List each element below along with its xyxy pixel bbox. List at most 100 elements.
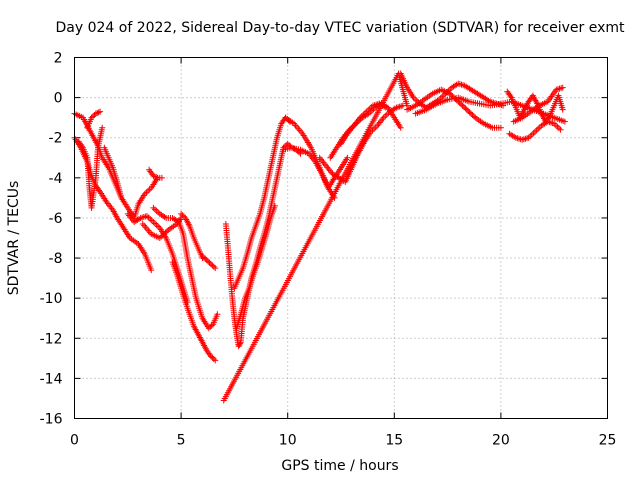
data-point <box>397 124 404 131</box>
data-point <box>89 113 96 120</box>
y-tick-label: -4 <box>49 171 63 187</box>
data-point <box>555 125 562 132</box>
data-point <box>203 257 210 264</box>
data-point <box>208 322 215 329</box>
x-tick-label: 15 <box>385 433 403 449</box>
data-point <box>559 84 566 91</box>
data-point <box>207 261 214 268</box>
series-track-n <box>231 114 293 292</box>
x-tick-label: 5 <box>177 433 186 449</box>
data-point <box>530 130 537 137</box>
y-axis-label: SDTVAR / TECUs <box>6 181 22 296</box>
data-point <box>456 81 463 88</box>
series-track-h <box>150 204 221 332</box>
series-track-c <box>75 124 106 211</box>
data-point <box>210 263 217 270</box>
series-track-d <box>84 108 104 131</box>
data-point <box>205 258 212 265</box>
data-point <box>159 232 166 239</box>
data-point <box>559 106 566 113</box>
plot-frame <box>74 57 608 419</box>
y-tick-label: -6 <box>49 211 63 227</box>
data-point <box>459 102 466 109</box>
data-point <box>458 101 465 108</box>
data-point <box>199 253 206 260</box>
series-track-g <box>146 166 165 181</box>
data-point <box>535 125 542 132</box>
data-point <box>398 103 405 110</box>
x-tick-label: 25 <box>599 433 617 449</box>
y-tick-label: 2 <box>54 51 63 67</box>
data-point <box>143 212 150 219</box>
data-point <box>235 343 242 350</box>
data-point <box>237 340 244 347</box>
data-point <box>284 140 291 147</box>
data-point <box>448 91 455 98</box>
data-point <box>519 136 526 143</box>
series-track-o <box>233 202 278 332</box>
y-tick-label: -2 <box>49 131 63 147</box>
data-point <box>236 341 243 348</box>
x-tick-label: 0 <box>70 433 79 449</box>
data-point <box>209 262 216 269</box>
data-point <box>210 356 217 363</box>
data-point <box>460 103 467 110</box>
data-point <box>207 323 214 330</box>
x-tick-label: 20 <box>492 433 510 449</box>
data-point <box>95 109 102 116</box>
data-point <box>146 186 153 193</box>
data-point <box>200 254 207 261</box>
data-point <box>561 118 568 125</box>
y-tick-label: -16 <box>40 412 63 428</box>
series-track-y <box>506 118 564 143</box>
data-point <box>404 102 411 109</box>
data-point <box>296 149 303 156</box>
series-track-x <box>504 88 566 125</box>
data-point <box>207 353 214 360</box>
data-point <box>551 120 558 127</box>
y-tick-label: -12 <box>40 331 63 347</box>
series-outliers <box>220 70 411 404</box>
data-point <box>497 124 504 131</box>
data-point <box>468 110 475 117</box>
x-tick-label: 10 <box>279 433 297 449</box>
data-point <box>206 259 213 266</box>
data-point <box>92 110 99 117</box>
data-point <box>465 107 472 114</box>
data-point <box>286 142 293 149</box>
data-point <box>161 230 168 237</box>
data-point <box>143 189 150 196</box>
series-track-e <box>101 144 161 221</box>
data-point <box>212 357 219 364</box>
axis-ticks: 0 5 10 15 20 25 -16 -14 -12 -10 -8 -6 -4 -2 0 2 <box>40 51 617 449</box>
data-point <box>214 311 221 318</box>
data-point <box>156 235 163 241</box>
data-point <box>558 85 565 92</box>
data-point <box>271 202 278 209</box>
data-point <box>150 172 157 179</box>
data-point <box>179 212 186 219</box>
data-point <box>466 109 473 116</box>
data-point <box>151 206 158 213</box>
data-point <box>151 173 158 180</box>
data-point <box>99 124 106 131</box>
data-point <box>151 220 158 227</box>
data-point <box>372 124 379 131</box>
data-point <box>150 204 157 211</box>
data-point <box>446 90 453 97</box>
series-track-i <box>139 214 185 241</box>
data-point <box>158 233 165 240</box>
data-point <box>412 96 419 103</box>
data-point <box>202 255 209 262</box>
data-point <box>145 187 152 194</box>
data-point <box>556 85 563 92</box>
data-point <box>88 114 95 121</box>
data-point <box>153 174 160 181</box>
data-point <box>528 131 535 138</box>
data-point <box>178 210 185 217</box>
data-point <box>158 174 165 181</box>
data-point <box>162 229 169 236</box>
data-point <box>148 267 155 274</box>
chart-title: Day 024 of 2022, Sidereal Day-to-day VTE… <box>56 20 626 36</box>
